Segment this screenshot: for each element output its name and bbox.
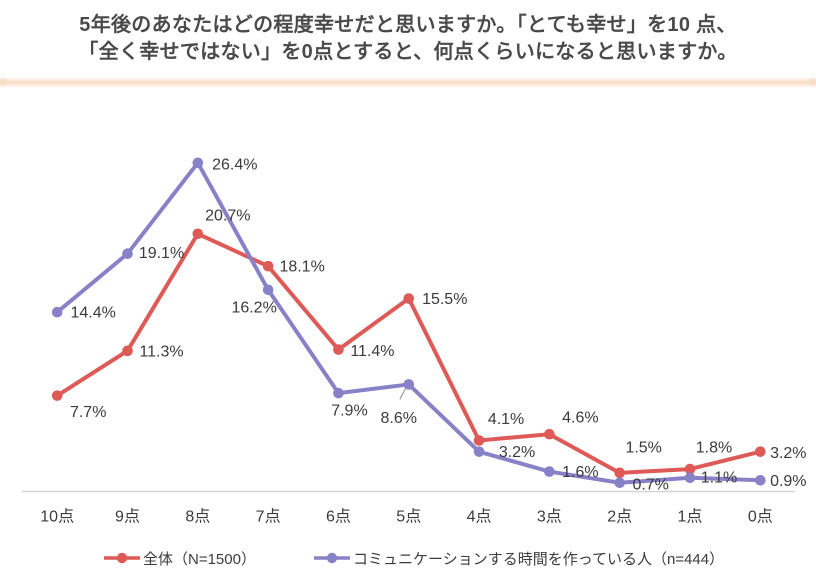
title-accent-edge-left	[0, 70, 6, 88]
x-axis-label-10点: 10点	[40, 508, 74, 526]
data-label: 19.1%	[139, 245, 184, 262]
data-point[interactable]	[122, 248, 133, 260]
data-label: 11.3%	[139, 343, 183, 360]
data-point[interactable]	[403, 379, 415, 390]
title-line-2: 「全く幸せではない」を0点とすると、何点くらいになると思いますか。	[78, 41, 738, 63]
data-point[interactable]	[262, 284, 274, 296]
series-communication	[51, 157, 766, 489]
x-axis-label-5点: 5点	[396, 508, 421, 526]
data-point[interactable]	[192, 228, 204, 240]
data-point[interactable]	[473, 435, 485, 446]
data-point[interactable]	[51, 306, 63, 318]
x-axis-label-2点: 2点	[607, 508, 632, 526]
data-point[interactable]	[403, 293, 415, 304]
data-label: 3.2%	[499, 444, 535, 461]
legend-item-overall[interactable]: 全体（N=1500）	[104, 547, 256, 569]
data-label: 0.7%	[632, 476, 668, 493]
title-accent-strip	[0, 76, 816, 88]
data-label: 7.9%	[331, 403, 367, 420]
series-overall	[51, 228, 766, 479]
title-line-1: 5年後のあなたはどの程度幸せだと思いますか。「とても幸せ」を10 点、	[79, 13, 737, 36]
title-accent-edge-right	[810, 70, 816, 88]
data-label: 1.8%	[696, 440, 732, 457]
legend-marker-overall-icon	[104, 552, 140, 564]
chart-title: 5年後のあなたはどの程度幸せだと思いますか。「とても幸せ」を10 点、 「全く幸…	[0, 0, 816, 78]
data-label: 1.1%	[701, 469, 737, 486]
data-label: 0.9%	[770, 473, 806, 490]
data-point[interactable]	[544, 428, 555, 440]
x-axis-label-9点: 9点	[115, 508, 140, 526]
data-label: 4.6%	[562, 410, 598, 427]
chart-legend: 全体（N=1500） コミュニケーションする時間を作っている人（n=444）	[0, 547, 816, 569]
x-axis-label-7点: 7点	[256, 508, 281, 526]
data-label: 3.2%	[770, 445, 806, 462]
data-point[interactable]	[755, 446, 766, 457]
data-label: 11.4%	[350, 343, 394, 360]
data-label: 20.7%	[205, 207, 250, 224]
data-point[interactable]	[684, 472, 696, 484]
legend-label-overall: 全体（N=1500）	[143, 550, 256, 568]
data-point[interactable]	[544, 466, 555, 477]
x-axis-label-3点: 3点	[537, 508, 562, 526]
data-point[interactable]	[262, 260, 274, 272]
data-label: 1.6%	[562, 464, 598, 481]
data-label: 15.5%	[422, 291, 467, 308]
data-point[interactable]	[122, 345, 133, 357]
legend-marker-communication-icon	[314, 552, 350, 564]
legend-item-communication[interactable]: コミュニケーションする時間を作っている人（n=444）	[314, 547, 724, 569]
data-label: 18.1%	[279, 259, 324, 276]
x-axis-label-1点: 1点	[678, 508, 703, 526]
data-label: 7.7%	[70, 404, 106, 421]
data-point[interactable]	[51, 390, 63, 401]
x-axis-label-8点: 8点	[185, 508, 210, 526]
legend-label-communication: コミュニケーションする時間を作っている人（n=444）	[353, 550, 725, 568]
data-label: 16.2%	[231, 299, 276, 316]
data-label: 1.5%	[625, 439, 661, 456]
data-point[interactable]	[192, 157, 204, 169]
data-point[interactable]	[684, 463, 696, 475]
series-line	[55, 160, 763, 485]
x-axis-label-6点: 6点	[326, 508, 351, 526]
x-axis-label-0点: 0点	[748, 508, 773, 526]
data-point[interactable]	[614, 467, 625, 479]
data-point[interactable]	[473, 446, 485, 457]
data-point[interactable]	[333, 387, 344, 399]
data-point[interactable]	[755, 474, 766, 486]
data-label: 14.4%	[71, 305, 116, 322]
data-label: 26.4%	[212, 156, 257, 173]
x-axis-label-4点: 4点	[467, 508, 492, 526]
data-label: 8.6%	[381, 410, 417, 427]
data-label: 4.1%	[488, 411, 524, 428]
data-point[interactable]	[614, 477, 625, 489]
data-point[interactable]	[333, 344, 344, 355]
